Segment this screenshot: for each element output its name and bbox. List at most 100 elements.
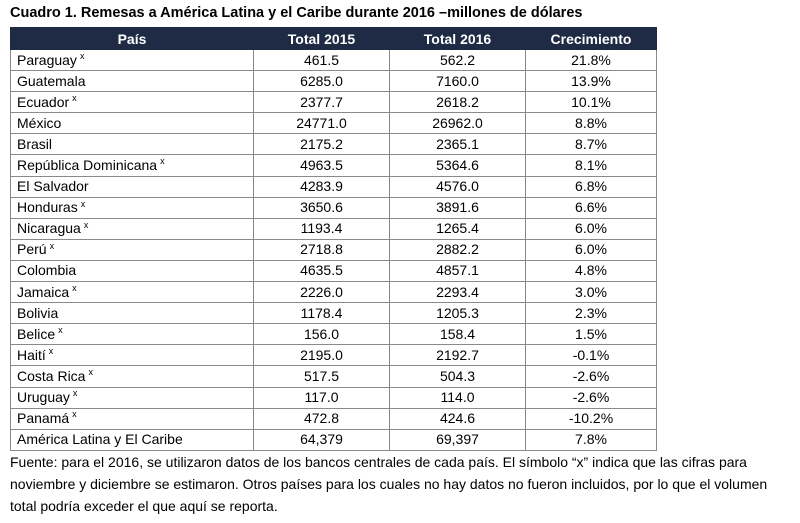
growth-cell: -2.6% [525, 386, 657, 409]
country-cell: Haití x [10, 344, 254, 367]
country-cell: Bolivia [10, 302, 254, 325]
total-2016-cell: 5364.6 [389, 154, 526, 177]
total-2015-cell: 3650.6 [253, 196, 390, 219]
country-cell: República Dominicana x [10, 154, 254, 177]
growth-cell: 7.8% [525, 428, 657, 451]
country-cell: Paraguay x [10, 48, 254, 72]
total-2016-cell: 4576.0 [389, 175, 526, 198]
total-2016-cell: 114.0 [389, 386, 526, 409]
country-name: Belice [17, 325, 56, 342]
table-row: México 24771.0 26962.0 8.8% [10, 112, 657, 135]
total-2016-cell: 26962.0 [389, 112, 526, 135]
country-name: Uruguay [17, 389, 70, 406]
estimate-mark: x [80, 198, 86, 209]
source-footnote: Fuente: para el 2016, se utilizaron dato… [10, 454, 768, 514]
table-row: Bolivia 1178.4 1205.3 2.3% [10, 302, 657, 325]
total-2015-cell: 2175.2 [253, 133, 390, 156]
total-2015-cell: 461.5 [253, 48, 390, 72]
country-name: El Salvador [17, 178, 89, 195]
table-row: El Salvador 4283.9 4576.0 6.8% [10, 175, 657, 198]
country-name: Bolivia [17, 304, 59, 321]
estimate-mark: x [58, 325, 63, 336]
table-row: Uruguay x 117.0 114.0 -2.6% [10, 386, 657, 409]
growth-cell: 6.0% [525, 217, 657, 240]
estimate-mark: x [79, 50, 85, 61]
total-2016-cell: 7160.0 [389, 70, 526, 93]
estimate-mark: x [88, 367, 93, 378]
column-header-total-2016: Total 2016 [389, 27, 526, 50]
country-cell: Panamá x [10, 407, 254, 430]
table-header: País Total 2015 Total 2016 Crecimiento [10, 27, 657, 50]
country-cell: El Salvador [10, 175, 254, 198]
total-2015-cell: 6285.0 [253, 70, 390, 93]
growth-cell: 8.7% [525, 133, 657, 156]
country-cell: Honduras x [10, 196, 254, 219]
growth-cell: 8.1% [525, 154, 657, 177]
total-2015-cell: 2195.0 [253, 344, 390, 367]
growth-cell: -10.2% [525, 407, 657, 430]
total-2015-cell: 4635.5 [253, 259, 390, 283]
total-2016-cell: 2618.2 [389, 91, 526, 114]
column-header-total-2015: Total 2015 [253, 27, 390, 50]
country-cell: Ecuador x [10, 91, 254, 114]
growth-cell: 6.0% [525, 238, 657, 261]
total-2015-cell: 2718.8 [253, 238, 390, 261]
estimate-mark: x [72, 282, 77, 293]
total-2016-cell: 2293.4 [389, 281, 526, 304]
country-name: Haití [17, 346, 46, 363]
table-row: Perú x 2718.8 2882.2 6.0% [10, 238, 657, 261]
total-2015-cell: 156.0 [253, 323, 390, 346]
country-cell: Costa Rica x [10, 365, 254, 388]
total-2016-cell: 1205.3 [389, 302, 526, 325]
estimate-mark: x [160, 156, 165, 167]
table-row: Brasil 2175.2 2365.1 8.7% [10, 133, 657, 156]
total-2016-cell: 562.2 [389, 48, 526, 72]
growth-cell: 6.8% [525, 175, 657, 198]
column-header-growth: Crecimiento [525, 27, 657, 50]
total-2015-cell: 117.0 [253, 386, 390, 409]
country-cell: Guatemala [10, 70, 254, 93]
total-2016-cell: 424.6 [389, 407, 526, 430]
growth-cell: -2.6% [525, 365, 657, 388]
country-name: Costa Rica [17, 367, 86, 384]
country-cell: Nicaragua x [10, 217, 254, 240]
growth-cell: 8.8% [525, 112, 657, 135]
total-2015-cell: 4283.9 [253, 175, 390, 198]
total-2016-cell: 69,397 [389, 428, 526, 451]
country-name: Colombia [17, 262, 77, 279]
country-cell: Belice x [10, 323, 254, 346]
total-2016-cell: 2365.1 [389, 133, 526, 156]
total-2015-cell: 517.5 [253, 365, 390, 388]
estimate-mark: x [72, 388, 78, 399]
total-2016-cell: 4857.1 [389, 259, 526, 283]
total-2016-cell: 3891.6 [389, 196, 526, 219]
total-2015-cell: 24771.0 [253, 112, 390, 135]
table-row: Colombia 4635.5 4857.1 4.8% [10, 259, 657, 283]
growth-cell: 3.0% [525, 281, 657, 304]
table-row: Nicaragua x 1193.4 1265.4 6.0% [10, 217, 657, 240]
remittances-table: País Total 2015 Total 2016 Crecimiento P… [10, 27, 657, 451]
total-2015-cell: 4963.5 [253, 154, 390, 177]
growth-cell: 2.3% [525, 302, 657, 325]
total-2015-cell: 1178.4 [253, 302, 390, 325]
country-cell: Jamaica x [10, 281, 254, 304]
total-2015-cell: 64,379 [253, 428, 390, 451]
header-row: País Total 2015 Total 2016 Crecimiento [10, 27, 657, 50]
total-2016-cell: 2192.7 [389, 344, 526, 367]
country-name: Perú [17, 241, 47, 258]
total-2016-cell: 2882.2 [389, 238, 526, 261]
country-cell: Brasil [10, 133, 254, 156]
country-name: Nicaragua [17, 220, 81, 237]
country-cell: Uruguay x [10, 386, 254, 409]
total-2015-cell: 2377.7 [253, 91, 390, 114]
growth-cell: 10.1% [525, 91, 657, 114]
table-row: Honduras x 3650.6 3891.6 6.6% [10, 196, 657, 219]
country-cell: América Latina y El Caribe [10, 428, 254, 451]
country-name: Panamá [17, 410, 70, 427]
table-row: Jamaica x 2226.0 2293.4 3.0% [10, 281, 657, 304]
table-row: Belice x 156.0 158.4 1.5% [10, 323, 657, 346]
estimate-mark: x [72, 409, 77, 420]
country-name: Brasil [17, 135, 53, 152]
table-row: Guatemala 6285.0 7160.0 13.9% [10, 70, 657, 93]
country-name: Paraguay [17, 51, 77, 68]
